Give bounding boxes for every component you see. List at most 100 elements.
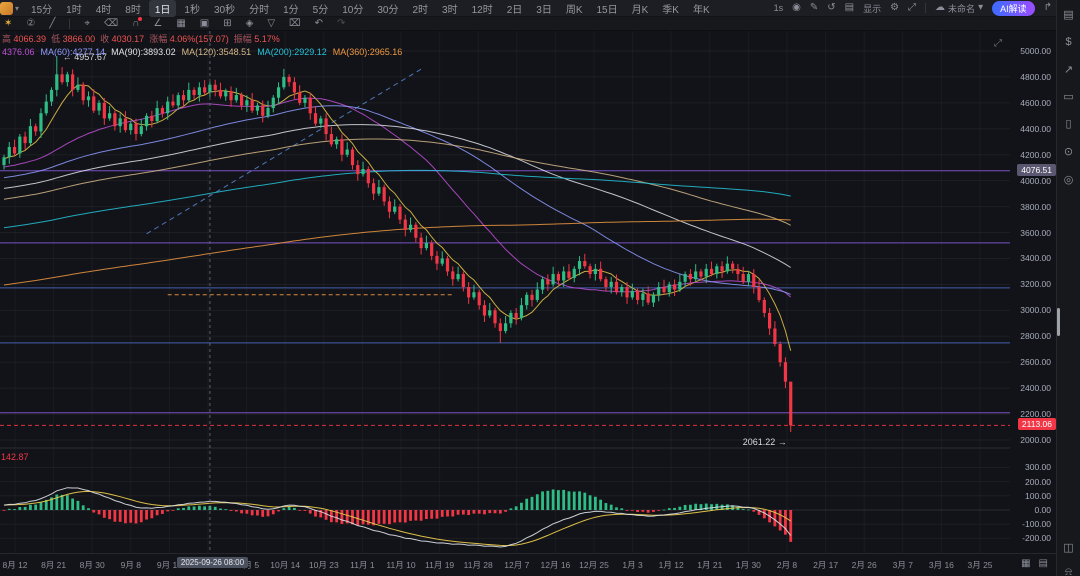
ai-analysis-button[interactable]: AI解读: [992, 0, 1035, 16]
monitor-icon[interactable]: ▭: [1063, 91, 1074, 103]
timeframe-2日[interactable]: 2日: [506, 4, 523, 16]
timeframe-30秒[interactable]: 30秒: [213, 4, 236, 16]
timeframe-1秒[interactable]: 1秒: [184, 4, 200, 16]
timeframe-1分[interactable]: 1分: [283, 4, 299, 16]
undo-icon[interactable]: ↶: [314, 17, 323, 29]
indicator-badge-icon[interactable]: ②: [26, 17, 36, 29]
screen-share-icon[interactable]: ▯: [1065, 118, 1072, 130]
timeframe-15分[interactable]: 15分: [31, 4, 53, 16]
price-tick: 4400.00: [1020, 123, 1051, 134]
eraser-icon[interactable]: ⌫: [104, 17, 119, 29]
time-tick: 11月 1: [350, 560, 375, 570]
robot-icon[interactable]: ⊙: [1063, 146, 1074, 158]
expand-icon[interactable]: ⤢: [908, 2, 917, 13]
camera-icon[interactable]: ◉: [792, 2, 801, 13]
reload-icon[interactable]: ↺: [827, 2, 836, 13]
crosshair-price-chip: 4076.51: [1017, 163, 1056, 176]
ma-legend-item: MA(90):3893.02: [111, 47, 176, 57]
note-icon[interactable]: ▤: [1063, 9, 1074, 21]
share-icon[interactable]: ↱: [1043, 2, 1052, 13]
trend-line-icon[interactable]: ╱: [49, 17, 56, 29]
timeframe-分时[interactable]: 分时: [249, 4, 270, 16]
time-tick: 3月 16: [928, 560, 954, 570]
timeframe-周K[interactable]: 周K: [565, 4, 583, 16]
price-tick: 3400.00: [1020, 253, 1051, 264]
ohlc-value: 4.06%(157.07): [169, 34, 229, 44]
chart-canvas[interactable]: 高 4066.39 低 3866.00 收 4030.17 涨幅 4.06%(157.…: [0, 31, 1010, 553]
calendar-icon[interactable]: ▦: [1021, 558, 1031, 569]
crop-icon[interactable]: ⌖: [84, 17, 91, 29]
time-tick: 2月 17: [813, 560, 839, 570]
price-axis[interactable]: 5000.00 4800.00 4600.00 4400.00 4200.00 4000.…: [1010, 31, 1056, 553]
timeframe-1时[interactable]: 1时: [66, 4, 82, 16]
bell-icon[interactable]: ⍾: [1064, 566, 1073, 576]
logo-chevron-icon[interactable]: ▾: [15, 3, 20, 13]
time-tick: 12月 25: [579, 560, 609, 570]
timeframe-季K[interactable]: 季K: [662, 4, 679, 16]
timeframe-3时[interactable]: 3时: [442, 4, 458, 16]
redo-icon[interactable]: ↷: [336, 17, 346, 29]
last-price-chip: 2113.06: [1017, 418, 1056, 431]
funnel-icon[interactable]: ▽: [267, 17, 276, 29]
main-column: ▾ 15分 1时 4时 8时 1日 1秒 30秒 分时 1分 5分 10分 30分 2时 3时 12时 2日 3…: [0, 0, 1056, 576]
time-axis-tools: ▦ ▤: [1021, 559, 1048, 569]
timeframe-3日[interactable]: 3日: [536, 4, 552, 16]
time-tick: 8月 21: [41, 560, 67, 570]
ohlc-label: 涨幅: [149, 34, 170, 44]
app-logo-icon[interactable]: [0, 1, 13, 15]
angle-ruler-icon[interactable]: ∠: [153, 17, 163, 29]
replay-speed-button[interactable]: 1s: [773, 3, 784, 13]
timeframe-1日[interactable]: 1日: [148, 0, 177, 17]
time-tick: 12月 7: [504, 560, 530, 570]
lock-icon[interactable]: ▣: [199, 17, 210, 29]
toolbar-right-group: 1s ◉ ✎ ↺ ▤ 显示 ⚙ ⤢ ☁ 未命名 ▾ AI解读 ↱: [773, 0, 1052, 16]
timeframe-15日[interactable]: 15日: [596, 4, 618, 16]
magnet-icon[interactable]: ∩: [132, 16, 143, 29]
price-tick: 4600.00: [1020, 97, 1051, 108]
timeframe-5分[interactable]: 5分: [312, 4, 329, 16]
brush-icon[interactable]: ✶: [4, 17, 13, 29]
layout-name: 未命名: [948, 3, 976, 14]
time-tick: 2月 8: [776, 560, 798, 570]
indicator-tick: 200.00: [1025, 476, 1051, 487]
time-tick: 10月 23: [308, 560, 339, 570]
scrollbar-handle[interactable]: [1057, 308, 1060, 336]
timeframe-4时[interactable]: 4时: [95, 4, 112, 16]
timeframe-12时[interactable]: 12时: [471, 4, 493, 16]
pencil-icon[interactable]: ✎: [809, 2, 819, 13]
ohlc-value: 4066.39: [13, 34, 47, 44]
grid-icon[interactable]: ⊞: [223, 17, 232, 29]
timeframe-10分[interactable]: 10分: [342, 4, 364, 16]
ma-legend-item: 4376.06: [2, 47, 35, 57]
time-tick: 8月 12: [2, 560, 28, 570]
display-button[interactable]: 显示: [863, 3, 882, 14]
dollar-card-icon[interactable]: $: [1065, 36, 1072, 48]
adjust-icon[interactable]: ▤: [1038, 558, 1048, 569]
timeframe-月K[interactable]: 月K: [631, 4, 649, 16]
timeframe-年K[interactable]: 年K: [692, 4, 710, 16]
timeframe-2时[interactable]: 2时: [412, 4, 429, 16]
timeframe-8时[interactable]: 8时: [125, 4, 141, 16]
time-tick: 11月 28: [463, 560, 493, 570]
toolbar-divider: [69, 18, 71, 29]
indicator-tick: -200.00: [1022, 533, 1051, 544]
price-tick: 2400.00: [1020, 383, 1051, 394]
layout-name-dropdown[interactable]: ☁ 未命名 ▾: [935, 2, 983, 15]
pane-expand-icon[interactable]: ⤢: [994, 38, 1002, 49]
trending-icon[interactable]: ↗: [1063, 64, 1074, 76]
ma-legend-item: MA(200):2929.12: [257, 47, 327, 57]
drawing-toolbar: ✶ ② ╱ ⌖ ⌫ ∩ ∠ ▦ ▣ ⊞ ◈ ▽ ⌧ ↶ ↷: [0, 16, 1056, 31]
image-icon[interactable]: ▦: [176, 17, 186, 29]
price-tick: 3000.00: [1020, 305, 1051, 316]
price-tick: 4800.00: [1020, 71, 1051, 82]
ma-legend: 4376.06 MA(60):4277.14 MA(90):3893.02 MA(12…: [2, 47, 408, 57]
layout-icon[interactable]: ◫: [1063, 542, 1074, 554]
compass-icon[interactable]: ◎: [1063, 174, 1074, 186]
panel-icon[interactable]: ▤: [844, 2, 855, 13]
time-tick: 3月 7: [892, 560, 913, 570]
tag-icon[interactable]: ◈: [245, 17, 254, 29]
gear-icon[interactable]: ⚙: [890, 2, 900, 13]
timeframe-30分[interactable]: 30分: [377, 4, 399, 16]
trash-icon[interactable]: ⌧: [289, 17, 301, 29]
